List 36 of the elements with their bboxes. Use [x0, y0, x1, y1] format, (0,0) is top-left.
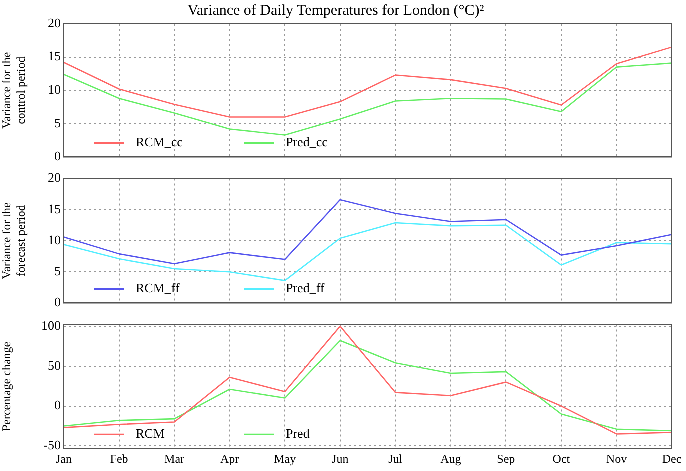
legend-label: Pred_ff — [286, 280, 326, 296]
x-tick-label: Nov — [606, 452, 628, 466]
x-tick-label: May — [274, 452, 296, 466]
y-tick-label: 20 — [48, 170, 61, 186]
y-tick-label: 10 — [48, 82, 61, 98]
y-tick-label: 5 — [54, 264, 61, 279]
y-tick-label: 15 — [48, 201, 61, 216]
y-tick-label: 20 — [48, 15, 61, 30]
y-tick-label: 0 — [54, 398, 61, 413]
y-tick-label: 5 — [54, 115, 61, 130]
legend-label: RCM_cc — [136, 134, 184, 150]
x-tick-label: Oct — [552, 452, 571, 466]
y-tick-label: 0 — [54, 148, 61, 164]
x-tick-label: Dec — [662, 452, 682, 466]
x-tick-label: Jan — [56, 452, 72, 466]
y-axis-title: Percentage change — [0, 342, 14, 432]
x-tick-label: Jul — [388, 452, 404, 466]
y-tick-label: -50 — [44, 438, 61, 453]
y-tick-label: 15 — [48, 48, 61, 64]
legend-label: Pred — [286, 426, 310, 442]
y-tick-label: 10 — [48, 232, 61, 248]
y-axis-title: Variance for the forecast period — [0, 202, 28, 280]
x-tick-label: Apr — [220, 452, 240, 466]
legend-label: Pred_cc — [286, 134, 328, 150]
y-tick-label: 0 — [54, 294, 61, 310]
legend-label: RCM — [136, 426, 166, 442]
y-tick-label: 50 — [48, 358, 61, 373]
legend-label: RCM_ff — [136, 280, 180, 296]
x-tick-label: Mar — [164, 452, 185, 466]
y-axis-title: Variance for the control period — [0, 52, 28, 129]
x-tick-label: Feb — [110, 452, 128, 466]
x-tick-label: Sep — [497, 452, 516, 466]
chart-title: Variance of Daily Temperatures for London (°C)² — [188, 2, 485, 19]
y-tick-label: 100 — [42, 318, 61, 333]
x-tick-label: Aug — [440, 452, 462, 466]
x-tick-label: Jun — [332, 452, 349, 466]
